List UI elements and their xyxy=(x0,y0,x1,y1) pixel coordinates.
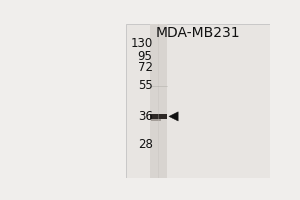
Bar xyxy=(150,114,167,119)
Bar xyxy=(150,24,167,178)
Text: MDA-MB231: MDA-MB231 xyxy=(156,26,240,40)
Text: 72: 72 xyxy=(138,61,153,74)
Bar xyxy=(126,24,270,178)
Text: 95: 95 xyxy=(138,50,153,63)
Polygon shape xyxy=(169,112,178,121)
Text: 36: 36 xyxy=(138,110,153,123)
Text: 55: 55 xyxy=(138,79,153,92)
Bar xyxy=(152,119,161,121)
Text: 130: 130 xyxy=(130,37,153,50)
Text: 28: 28 xyxy=(138,138,153,151)
